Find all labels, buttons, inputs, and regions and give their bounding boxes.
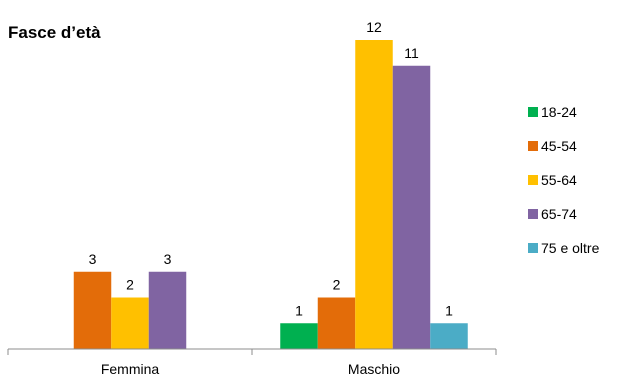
bar-maschio-65-74 — [392, 65, 431, 349]
bar-maschio-18-24 — [280, 323, 318, 349]
legend-label-75-e-oltre: 75 e oltre — [541, 240, 600, 256]
bar-maschio-75-e-oltre — [430, 323, 468, 349]
legend: 18-24 45-54 55-64 65-74 75 e oltre — [528, 104, 600, 256]
legend-item-65-74: 65-74 — [528, 206, 577, 222]
data-label-maschio-75-e-oltre: 1 — [445, 302, 453, 318]
data-label-maschio-55-64: 12 — [366, 19, 382, 35]
data-label-maschio-65-74: 11 — [404, 45, 419, 61]
legend-swatch-45-54 — [528, 141, 538, 151]
bar-maschio-55-64 — [355, 40, 393, 349]
x-tick-label-maschio: Maschio — [348, 361, 400, 377]
bar-femmina-65-74 — [148, 271, 187, 349]
legend-swatch-18-24 — [528, 107, 538, 117]
bar-femmina-55-64 — [111, 297, 149, 349]
bar-maschio-45-54 — [317, 297, 356, 349]
chart-title: Fasce d’età — [8, 23, 101, 42]
legend-item-18-24: 18-24 — [528, 104, 577, 120]
data-label-femmina-45-54: 3 — [89, 251, 97, 267]
legend-label-55-64: 55-64 — [541, 172, 577, 188]
legend-swatch-75-e-oltre — [528, 243, 538, 253]
x-tick-label-femmina: Femmina — [101, 361, 160, 377]
legend-label-45-54: 45-54 — [541, 138, 577, 154]
legend-label-65-74: 65-74 — [541, 206, 577, 222]
legend-label-18-24: 18-24 — [541, 104, 577, 120]
data-label-maschio-45-54: 2 — [333, 277, 341, 293]
legend-item-75-e-oltre: 75 e oltre — [528, 240, 600, 256]
data-label-femmina-65-74: 3 — [164, 251, 172, 267]
x-axis: Femmina Maschio — [7, 348, 497, 377]
legend-swatch-65-74 — [528, 209, 538, 219]
legend-swatch-55-64 — [528, 175, 538, 185]
bar-femmina-45-54 — [73, 271, 112, 349]
data-label-femmina-55-64: 2 — [126, 277, 134, 293]
legend-item-55-64: 55-64 — [528, 172, 577, 188]
legend-item-45-54: 45-54 — [528, 138, 577, 154]
data-label-maschio-18-24: 1 — [295, 302, 303, 318]
